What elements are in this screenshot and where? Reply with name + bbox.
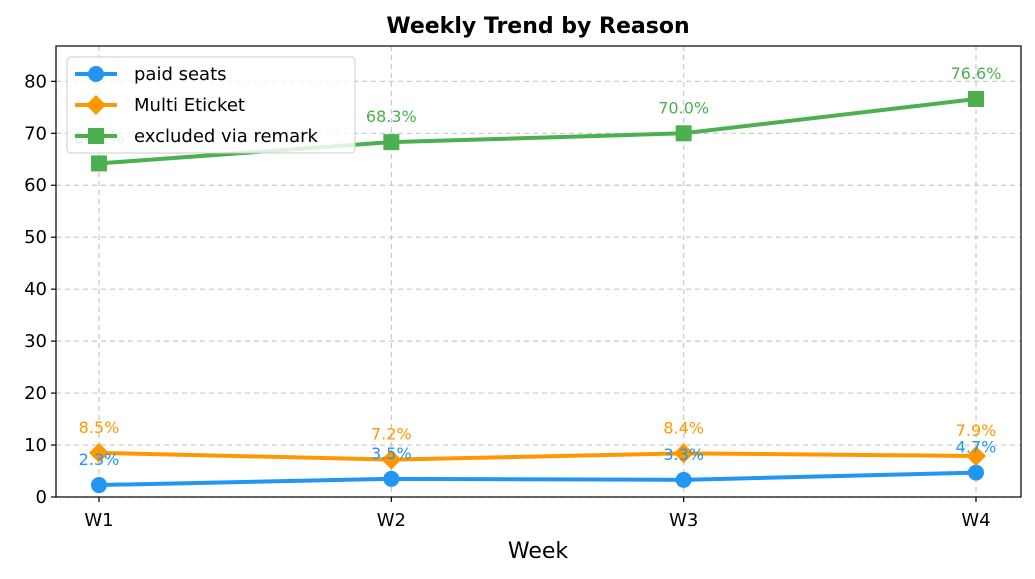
legend-marker-icon <box>88 128 104 144</box>
data-label: 8.4% <box>663 418 704 437</box>
legend-marker-icon <box>88 66 104 82</box>
x-axis-label: Week <box>508 539 569 564</box>
data-label: 3.3% <box>663 445 704 464</box>
y-tick-label: 40 <box>24 279 47 300</box>
data-label: 3.5% <box>371 444 412 463</box>
data-point <box>91 155 107 172</box>
chart-title: Weekly Trend by Reason <box>386 14 689 39</box>
y-tick-label: 60 <box>24 175 47 196</box>
y-tick-label: 20 <box>24 383 47 404</box>
legend: paid seats Multi Eticket excluded via rema… <box>66 56 356 154</box>
data-point <box>968 90 984 107</box>
data-label: 7.2% <box>371 425 412 444</box>
data-point <box>966 445 986 466</box>
y-tick-label: 80 <box>24 71 47 92</box>
x-tick-label: W4 <box>961 510 990 531</box>
data-label: 76.6% <box>951 64 1002 83</box>
data-point <box>89 442 109 463</box>
data-label: 70.0% <box>658 98 709 117</box>
data-label: 4.7% <box>956 438 997 457</box>
series-layer <box>89 90 986 494</box>
data-label: 7.9% <box>956 421 997 440</box>
data-point <box>383 134 400 151</box>
y-tick-label: 10 <box>24 435 47 456</box>
legend-entry: Multi Eticket <box>134 95 245 116</box>
data-point <box>675 471 692 488</box>
legend-entry: paid seats <box>134 64 227 85</box>
data-point <box>91 477 107 494</box>
data-point <box>968 464 984 481</box>
data-point <box>383 470 400 487</box>
legend-marker-icon <box>86 95 106 115</box>
y-tick-label: 50 <box>24 227 47 248</box>
legend-entry: excluded via remark <box>134 126 318 147</box>
grid-layer <box>56 46 1021 498</box>
y-tick-label: 70 <box>24 123 47 144</box>
data-label: 8.5% <box>79 418 120 437</box>
data-point <box>675 125 692 142</box>
data-label: 68.3% <box>366 107 417 126</box>
series-line-2 <box>98 450 977 462</box>
data-point <box>381 449 402 470</box>
x-tick-label: W1 <box>84 510 113 531</box>
plot-frame <box>55 45 1022 498</box>
series-line-1 <box>98 470 977 488</box>
legend-box <box>66 56 356 154</box>
x-tick-label: W2 <box>377 510 406 531</box>
y-tick-label: 30 <box>24 331 47 352</box>
data-point <box>673 443 694 464</box>
axes-layer: 0 10 20 30 40 50 60 70 80 W1 W2 W3 W4 <box>24 45 1022 531</box>
y-tick-label: 0 <box>36 487 47 508</box>
x-tick-label: W3 <box>669 510 698 531</box>
data-label: 2.3% <box>79 450 120 469</box>
